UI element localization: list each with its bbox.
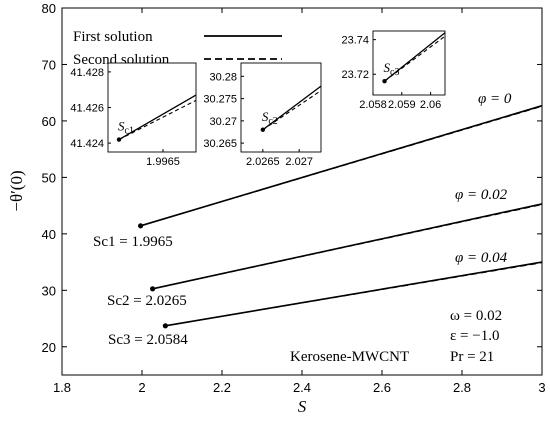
x-ticks: 1.8 2 2.2 2.4 2.6 2.8 3	[53, 8, 546, 395]
inset-label: Sc3	[384, 60, 400, 78]
inset-critical-point	[116, 137, 122, 142]
param-pr: Pr = 21	[450, 349, 494, 365]
inset-first-line	[118, 94, 197, 141]
series-0-first-line	[140, 104, 543, 227]
inset-frame	[240, 62, 322, 153]
y-tick-label: 40	[42, 227, 56, 242]
legend: First solution Second solution	[73, 29, 282, 68]
insets: 1.9965 41.424 41.426 41.428 Sc1 2.0265 2.027 30…	[70, 30, 446, 168]
inset-y-tick-label: 30.27	[209, 116, 237, 128]
inset-y-tick-label: 23.74	[341, 35, 369, 47]
y-tick-label: 60	[42, 114, 56, 129]
inset-3: 2.058 2.059 2.06 23.72 23.74 Sc3	[341, 30, 446, 111]
x-tick-label: 3	[538, 380, 545, 395]
y-ticks: 20 30 40 50 60 70 80	[42, 1, 542, 355]
series-1-critical-point	[150, 286, 156, 292]
inset-y-tick-label: 41.426	[70, 103, 104, 115]
critical-label-sc2: Sc2 = 2.0265	[107, 293, 187, 309]
series-0-critical-point	[138, 223, 144, 229]
inset-x-tick-label: 2.059	[388, 99, 416, 111]
inset-label: Sc1	[118, 119, 134, 137]
inset-y-tick-label: 30.265	[203, 138, 237, 150]
inset-critical-point	[260, 127, 266, 132]
inset-1: 1.9965 41.424 41.426 41.428 Sc1	[70, 62, 197, 168]
param-epsilon: ε = −1.0	[450, 328, 499, 344]
critical-label-sc3: Sc3 = 2.0584	[108, 332, 188, 348]
x-tick-label: 2.4	[293, 380, 311, 395]
inset-first-line	[262, 85, 322, 131]
inset-y-tick-label: 41.424	[70, 138, 104, 150]
phi-label-0: φ = 0	[478, 91, 512, 107]
legend-first-label: First solution	[73, 29, 153, 45]
inset-x-tick-label: 2.027	[285, 156, 313, 168]
fluid-label: Kerosene-MWCNT	[290, 349, 409, 365]
inset-x-tick-label: 2.0265	[246, 156, 280, 168]
x-tick-label: 1.8	[53, 380, 71, 395]
series-2-second-line	[165, 262, 543, 327]
phi-label-002: φ = 0.02	[455, 187, 508, 203]
inset-x-tick-label: 2.058	[359, 99, 387, 111]
y-tick-label: 50	[42, 170, 56, 185]
y-axis-label: −θ′(0)	[7, 170, 26, 211]
x-tick-label: 2	[138, 380, 145, 395]
critical-label-sc1: Sc1 = 1.9965	[93, 234, 173, 250]
main-series	[138, 104, 543, 329]
param-omega: ω = 0.02	[450, 308, 502, 324]
inset-y-tick-label: 41.428	[70, 67, 104, 79]
series-1-first-line	[152, 203, 543, 290]
y-tick-label: 20	[42, 340, 56, 355]
inset-first-line	[384, 32, 446, 82]
x-axis-label: S	[298, 397, 307, 416]
inset-second-line	[262, 90, 322, 131]
inset-x-tick-label: 1.9965	[146, 156, 180, 168]
phi-label-004: φ = 0.04	[455, 250, 508, 266]
inset-2: 2.0265 2.027 30.265 30.27 30.275 30.28 Sc2	[203, 62, 322, 168]
inset-y-tick-label: 23.72	[341, 69, 369, 81]
inset-y-tick-label: 30.275	[203, 94, 237, 106]
x-tick-label: 2.6	[373, 380, 391, 395]
y-tick-label: 80	[42, 1, 56, 16]
x-tick-label: 2.8	[453, 380, 471, 395]
inset-label: Sc2	[262, 109, 278, 127]
x-tick-label: 2.2	[213, 380, 231, 395]
y-tick-label: 70	[42, 57, 56, 72]
y-tick-label: 30	[42, 283, 56, 298]
series-1-second-line	[152, 203, 543, 290]
inset-y-tick-label: 30.28	[209, 71, 237, 83]
inset-x-tick-label: 2.06	[420, 99, 441, 111]
series-2-critical-point	[162, 323, 168, 329]
inset-second-line	[118, 99, 197, 141]
inset-second-line	[384, 35, 446, 82]
inset-critical-point	[382, 78, 387, 84]
